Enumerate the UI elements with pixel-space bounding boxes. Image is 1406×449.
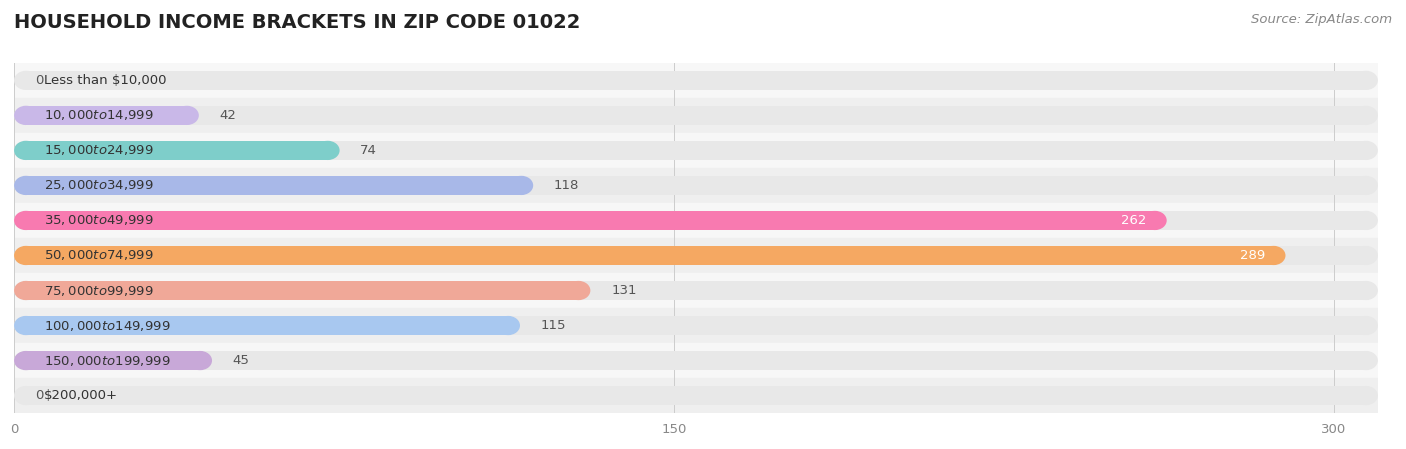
Ellipse shape <box>14 211 38 230</box>
Ellipse shape <box>14 141 38 160</box>
Ellipse shape <box>188 351 212 370</box>
Bar <box>25 176 1367 195</box>
Text: $200,000+: $200,000+ <box>44 389 118 402</box>
Bar <box>25 281 1367 300</box>
Text: 0: 0 <box>35 389 44 402</box>
Text: $25,000 to $34,999: $25,000 to $34,999 <box>44 178 153 193</box>
Bar <box>25 211 1367 230</box>
Bar <box>25 106 1367 125</box>
Ellipse shape <box>14 176 38 195</box>
Bar <box>25 71 1367 90</box>
Bar <box>25 246 1367 265</box>
Ellipse shape <box>567 281 591 300</box>
Ellipse shape <box>496 316 520 335</box>
Bar <box>14 308 1378 343</box>
Bar <box>25 351 200 370</box>
Ellipse shape <box>1354 386 1378 405</box>
Ellipse shape <box>14 176 38 195</box>
Text: 0: 0 <box>35 74 44 87</box>
Ellipse shape <box>14 141 38 160</box>
Bar <box>25 211 1154 230</box>
Ellipse shape <box>14 386 38 405</box>
Bar <box>14 133 1378 168</box>
Ellipse shape <box>1143 211 1167 230</box>
Text: $35,000 to $49,999: $35,000 to $49,999 <box>44 213 153 228</box>
Ellipse shape <box>14 351 38 370</box>
Ellipse shape <box>1354 281 1378 300</box>
Bar <box>25 141 1367 160</box>
Ellipse shape <box>1354 351 1378 370</box>
Text: 115: 115 <box>541 319 567 332</box>
Text: 45: 45 <box>233 354 250 367</box>
Ellipse shape <box>174 106 198 125</box>
Bar <box>14 238 1378 273</box>
Text: $100,000 to $149,999: $100,000 to $149,999 <box>44 318 170 333</box>
Ellipse shape <box>1354 71 1378 90</box>
Bar <box>25 351 1367 370</box>
Text: Less than $10,000: Less than $10,000 <box>44 74 166 87</box>
Text: $15,000 to $24,999: $15,000 to $24,999 <box>44 143 153 158</box>
Text: $50,000 to $74,999: $50,000 to $74,999 <box>44 248 153 263</box>
Bar <box>25 281 578 300</box>
Text: $75,000 to $99,999: $75,000 to $99,999 <box>44 283 153 298</box>
Ellipse shape <box>14 71 38 90</box>
Bar <box>14 168 1378 203</box>
Ellipse shape <box>14 316 38 335</box>
Ellipse shape <box>14 106 38 125</box>
Ellipse shape <box>14 211 38 230</box>
Bar <box>14 378 1378 413</box>
Bar <box>14 343 1378 378</box>
Ellipse shape <box>14 351 38 370</box>
Bar <box>14 273 1378 308</box>
Ellipse shape <box>1354 106 1378 125</box>
Bar <box>25 106 187 125</box>
Ellipse shape <box>1261 246 1285 265</box>
Ellipse shape <box>1354 246 1378 265</box>
Ellipse shape <box>14 281 38 300</box>
Text: 131: 131 <box>612 284 637 297</box>
Bar <box>25 316 1367 335</box>
Text: 289: 289 <box>1240 249 1265 262</box>
Text: $10,000 to $14,999: $10,000 to $14,999 <box>44 108 153 123</box>
Ellipse shape <box>316 141 340 160</box>
Text: HOUSEHOLD INCOME BRACKETS IN ZIP CODE 01022: HOUSEHOLD INCOME BRACKETS IN ZIP CODE 01… <box>14 13 581 32</box>
Bar <box>25 176 522 195</box>
Bar <box>25 316 508 335</box>
Bar <box>25 386 1367 405</box>
Text: 74: 74 <box>360 144 377 157</box>
Text: 262: 262 <box>1121 214 1146 227</box>
Text: Source: ZipAtlas.com: Source: ZipAtlas.com <box>1251 13 1392 26</box>
Bar <box>25 246 1274 265</box>
Bar <box>25 141 328 160</box>
Text: 118: 118 <box>554 179 579 192</box>
Bar <box>14 63 1378 98</box>
Ellipse shape <box>509 176 533 195</box>
Text: $150,000 to $199,999: $150,000 to $199,999 <box>44 353 170 368</box>
Bar <box>14 203 1378 238</box>
Ellipse shape <box>1354 211 1378 230</box>
Text: 42: 42 <box>219 109 236 122</box>
Ellipse shape <box>14 316 38 335</box>
Ellipse shape <box>1354 316 1378 335</box>
Ellipse shape <box>14 246 38 265</box>
Ellipse shape <box>1354 176 1378 195</box>
Ellipse shape <box>14 281 38 300</box>
Bar <box>14 98 1378 133</box>
Ellipse shape <box>14 246 38 265</box>
Ellipse shape <box>1354 141 1378 160</box>
Ellipse shape <box>14 106 38 125</box>
